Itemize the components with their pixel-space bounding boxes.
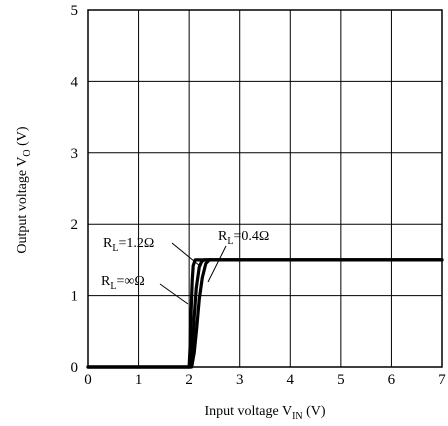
annotation-rl-0-4-pointer	[207, 245, 227, 283]
y-tick-label: 1	[71, 289, 79, 305]
plot-frame	[87, 9, 443, 368]
x-tick-label: 1	[135, 372, 143, 388]
x-tick-label: 6	[388, 372, 396, 388]
annotation-rl-0-4-rest: =0.4Ω	[233, 229, 269, 244]
annotation-rl-inf-rest: =∞Ω	[116, 274, 144, 289]
y-tick-label: 4	[71, 74, 79, 90]
annotation-rl-0-4-sub: L	[227, 236, 233, 247]
svg-text:RL=∞Ω: RL=∞Ω	[101, 274, 145, 292]
annotation-rl-inf-pointer	[159, 283, 189, 305]
y-tick-label: 3	[71, 146, 79, 162]
series-lines	[86, 258, 444, 369]
y-axis-label: Output voltage VO (V)	[15, 126, 33, 253]
annotation-rl-1-2-sub: L	[112, 243, 118, 254]
annotation-rl-0-4-main: R	[218, 229, 228, 244]
annotation-rl-0-4: RL=0.4Ω	[207, 229, 269, 283]
annotation-rl-inf-sub: L	[110, 281, 116, 292]
y-tick-label: 2	[71, 217, 79, 233]
annotation-rl-1-2-rest: =1.2Ω	[118, 236, 154, 251]
x-axis-label: Input voltage VIN (V)	[204, 404, 325, 422]
x-tick-label: 4	[287, 372, 295, 388]
series-line-2	[86, 258, 444, 369]
grid	[87, 9, 443, 368]
annotation-rl-inf-main: R	[101, 274, 111, 289]
y-tick-label: 5	[71, 3, 79, 19]
x-tick-label: 7	[438, 372, 446, 388]
annotation-rl-1-2-main: R	[103, 236, 113, 251]
tick-labels: 0 1 2 3 4 5 6 7 0 1 2 3 4 5	[71, 3, 447, 388]
annotation-rl-1-2: RL=1.2Ω	[103, 236, 201, 267]
x-tick-label: 5	[337, 372, 345, 388]
y-tick-label: 0	[71, 360, 79, 376]
annotation-rl-inf: RL=∞Ω	[101, 274, 189, 305]
x-tick-label: 3	[236, 372, 244, 388]
series-line-3	[86, 258, 444, 369]
x-tick-label: 2	[185, 372, 193, 388]
svg-text:RL=0.4Ω: RL=0.4Ω	[218, 229, 269, 247]
svg-text:RL=1.2Ω: RL=1.2Ω	[103, 236, 154, 254]
annotation-rl-1-2-pointer	[171, 242, 201, 267]
x-tick-label: 0	[84, 372, 92, 388]
